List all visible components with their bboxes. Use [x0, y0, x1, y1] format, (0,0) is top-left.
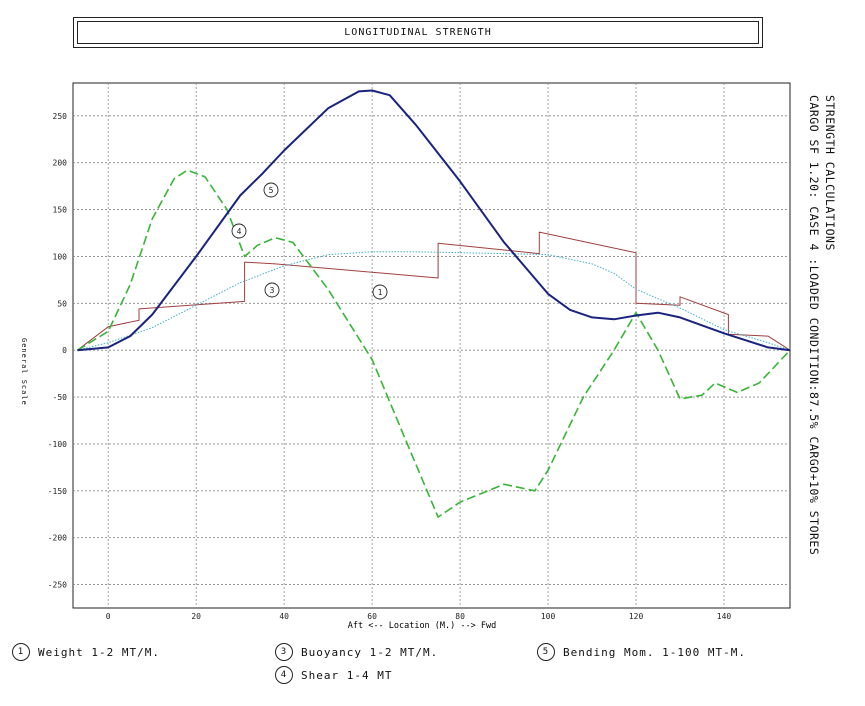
y-tick-label: -200	[48, 534, 67, 543]
y-tick-label: 250	[53, 112, 68, 121]
legend-number: 1	[12, 643, 30, 661]
grid	[72, 82, 791, 609]
series-buoyancy-line	[77, 251, 791, 351]
legend-label: Shear 1-4 MT	[301, 668, 393, 682]
y-tick-label: -50	[53, 393, 68, 402]
y-tick-label: -100	[48, 440, 67, 449]
annotation-marker	[231, 223, 247, 239]
annotation-tag: 5	[269, 186, 274, 195]
plot-frame	[72, 82, 791, 609]
annotation-marker	[263, 182, 279, 198]
side-title-case: CARGO SF 1.20: CASE 4 :LOADED CONDITION:…	[807, 95, 821, 556]
annotation-marker	[264, 282, 280, 298]
x-tick-label: 80	[455, 612, 465, 621]
x-tick-label: 60	[367, 612, 377, 621]
y-tick-label: -150	[48, 487, 67, 496]
x-axis-label: Aft <-- Location (M.) --> Fwd	[348, 621, 496, 631]
y-axis-label: General Scale	[20, 338, 28, 406]
x-tick-label: 20	[191, 612, 201, 621]
series-group	[76, 89, 791, 518]
series-weight-line	[77, 231, 791, 351]
legend-label: Buoyancy 1-2 MT/M.	[301, 645, 439, 659]
x-tick-label: 0	[106, 612, 111, 621]
x-tick-label: 120	[629, 612, 644, 621]
legend-item-buoyancy: 3 Buoyancy 1-2 MT/M.	[275, 643, 438, 661]
annotation-tag: 1	[378, 288, 383, 297]
legend-item-shear: 4 Shear 1-4 MT	[275, 666, 392, 684]
title-box: LONGITUDINAL STRENGTH	[73, 17, 763, 48]
legend-item-weight: 1 Weight 1-2 MT/M.	[12, 643, 160, 661]
y-tick-label: 150	[53, 206, 68, 215]
annotation-marker	[372, 284, 388, 300]
legend-number: 3	[275, 643, 293, 661]
annotation-tag: 3	[270, 286, 275, 295]
series-bending-line	[77, 89, 791, 352]
annotation-tag: 4	[237, 227, 242, 236]
annotation-group: 5 4 3 1	[231, 182, 388, 300]
y-tick-label: -250	[48, 581, 67, 590]
x-tick-label: 140	[717, 612, 732, 621]
x-tick-label: 40	[279, 612, 289, 621]
legend-label: Weight 1-2 MT/M.	[38, 645, 160, 659]
chart-title: LONGITUDINAL STRENGTH	[77, 21, 759, 44]
series-shear-line	[76, 169, 791, 518]
y-tick-label: 0	[62, 346, 67, 355]
legend-number: 5	[537, 643, 555, 661]
x-tick-label: 100	[541, 612, 556, 621]
tick-labels: 0 20 40 60 80 100 120 140 250 200 150 100 50 0 -50 -100…	[48, 112, 732, 621]
legend-number: 4	[275, 666, 293, 684]
y-tick-label: 100	[53, 252, 68, 261]
legend-item-bending: 5 Bending Mom. 1-100 MT-M.	[537, 643, 746, 661]
y-tick-label: 200	[53, 159, 68, 168]
side-title-strength: STRENGTH CALCULATIONS	[823, 95, 837, 251]
y-tick-label: 50	[57, 299, 67, 308]
legend-label: Bending Mom. 1-100 MT-M.	[563, 645, 746, 659]
